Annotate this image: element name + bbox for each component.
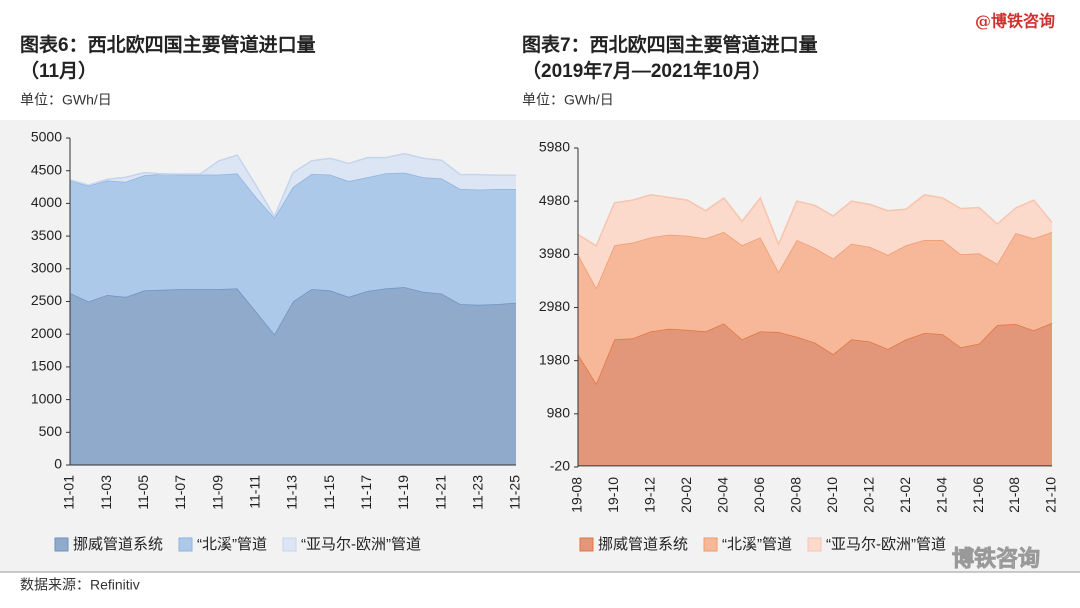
y-tick-label: 3000 [31,260,62,276]
area-line [69,152,516,219]
y-tick-label: 2000 [31,325,62,341]
legend-label: “北溪”管道 [722,536,792,553]
x-tick-label: 21-10 [1043,477,1059,513]
unit-label: 单位：GWh/日 [522,92,614,108]
x-tick-label: 11-25 [507,475,523,510]
source: 数据来源：Refinitiv [20,577,140,593]
chart-title: 图表6：西北欧四国主要管道进口量 [20,33,316,56]
x-tick-label: 11-23 [470,475,486,510]
y-tick-label: 1000 [31,390,62,406]
legend-label: “北溪”管道 [197,536,267,553]
y-tick-label: 4980 [539,192,570,208]
y-tick-label: 4000 [31,194,62,210]
chart-subtitle: （11月） [20,59,97,82]
legend-swatch [178,537,193,552]
x-tick-label: 20-08 [787,477,803,513]
y-tick-label: 2980 [539,298,570,314]
x-tick-label: 20-02 [678,477,694,513]
legend-swatch [282,537,297,552]
x-tick-label: 11-15 [321,475,337,510]
legend-label: 挪威管道系统 [73,536,163,553]
y-tick-label: 1500 [31,358,62,374]
watermark: @博铁咨询 [975,12,1055,31]
area [578,322,1052,466]
legend-swatch [579,537,594,552]
logo: 博铁咨询 [952,546,1040,571]
x-tick-label: 11-03 [98,475,114,510]
y-tick-label: 500 [39,423,63,439]
legend-swatch [703,537,718,552]
x-tick-label: 20-06 [751,477,767,513]
x-tick-label: 19-08 [569,477,585,513]
y-tick-label: 5000 [31,129,62,145]
area [578,194,1052,288]
legend-label: 挪威管道系统 [598,536,688,553]
x-tick-label: 21-06 [970,477,986,513]
y-tick-label: 4500 [31,161,62,177]
x-tick-label: 21-08 [1006,477,1022,513]
x-tick-label: 11-05 [135,475,151,510]
legend-swatch [54,537,69,552]
area-line [577,193,1053,247]
area [70,153,516,218]
x-tick-label: 11-09 [209,475,225,510]
legend-swatch [807,537,822,552]
x-tick-label: 11-07 [172,475,188,510]
x-tick-label: 21-02 [897,477,913,513]
x-tick-label: 20-04 [715,477,731,513]
area [578,232,1052,384]
area [70,287,516,465]
x-tick-label: 11-19 [395,475,411,510]
y-tick-label: 980 [547,405,571,421]
x-tick-label: 20-10 [824,477,840,513]
y-tick-label: 3500 [31,227,62,243]
unit-label: 单位：GWh/日 [20,92,112,108]
x-tick-label: 11-11 [247,475,263,509]
y-tick-label: 2500 [31,292,62,308]
y-tick-label: 3980 [539,245,570,261]
area [70,172,516,335]
x-tick-label: 19-12 [642,477,658,513]
y-tick-label: 0 [54,456,62,472]
x-tick-label: 11-01 [61,475,77,510]
legend-label: “亚马尔-欧洲”管道 [826,536,946,553]
x-tick-label: 11-21 [432,475,448,510]
y-tick-label: -20 [550,458,570,474]
x-tick-label: 11-13 [284,475,300,510]
chart-subtitle: （2019年7月—2021年10月） [522,59,771,82]
y-tick-label: 1980 [539,351,570,367]
y-tick-label: 5980 [539,139,570,155]
chart-title: 图表7：西北欧四国主要管道进口量 [522,33,818,56]
x-tick-label: 20-12 [860,477,876,513]
x-tick-label: 19-10 [605,477,621,513]
x-tick-label: 21-04 [933,477,949,513]
x-tick-label: 11-17 [358,475,374,510]
legend-label: “亚马尔-欧洲”管道 [301,536,421,553]
